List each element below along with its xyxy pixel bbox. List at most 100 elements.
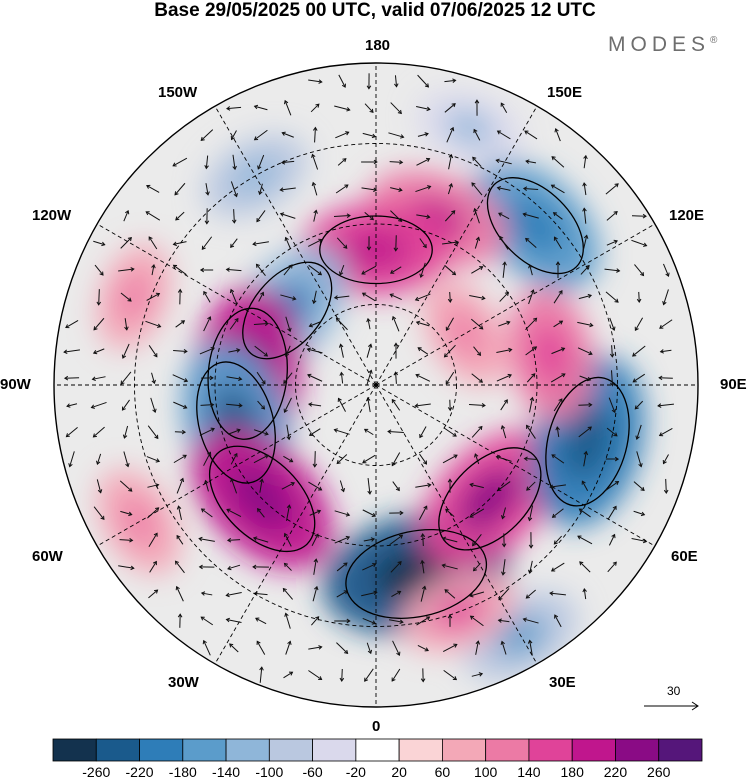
wind-vector (443, 344, 456, 358)
wind-vector (284, 612, 291, 629)
wind-vector (118, 565, 135, 571)
wind-vector (472, 534, 482, 547)
wind-vector (498, 320, 511, 327)
wind-vector (444, 103, 456, 113)
wind-vector (122, 425, 129, 439)
wind-vector (311, 181, 318, 196)
wind-vector (363, 537, 376, 542)
colorbar-swatch (225, 738, 270, 762)
wind-vector (227, 564, 241, 571)
anomaly-core (445, 111, 494, 145)
meridian-line (375, 384, 538, 665)
wind-vector (227, 428, 241, 435)
wind-vector (284, 236, 291, 249)
wind-vector (253, 429, 269, 436)
wind-vector (65, 426, 78, 438)
contour-line (438, 447, 542, 551)
label-lon-30w: 30W (168, 674, 199, 691)
contour-line (486, 177, 584, 275)
meridian-line (375, 223, 656, 386)
wind-vector (549, 591, 566, 596)
wind-vector (308, 264, 323, 276)
wind-vector (174, 560, 185, 574)
wind-vector (173, 454, 187, 464)
wind-vector (417, 74, 430, 88)
wind-vector (635, 424, 642, 440)
wind-vector (496, 185, 511, 191)
wind-vector (256, 210, 266, 223)
colorbar-tick-label: -20 (345, 764, 366, 780)
label-lon-150w: 150W (158, 84, 198, 101)
wind-vector (96, 453, 102, 466)
wind-vector (499, 291, 509, 302)
wind-vector (416, 157, 431, 166)
wind-vector (414, 403, 431, 408)
wind-vector (283, 455, 294, 463)
wind-vector (500, 640, 507, 655)
wind-vector (172, 241, 187, 247)
wind-vector (198, 536, 215, 542)
wind-vector (200, 402, 215, 408)
wind-vector (226, 508, 242, 517)
wind-vector (199, 346, 215, 355)
colorbar-swatch (528, 738, 573, 762)
wind-vector (605, 183, 619, 195)
wind-vector (334, 510, 351, 517)
wind-vector (204, 208, 210, 225)
wind-vector (580, 264, 590, 275)
wind-vector (553, 535, 563, 545)
wind-vector (469, 508, 485, 518)
wind-vector (419, 426, 427, 439)
colorbar-swatch (139, 738, 184, 762)
wind-vector (392, 481, 400, 492)
wind-vector (414, 293, 431, 302)
wind-vector (308, 402, 322, 407)
wind-vector (633, 510, 646, 517)
wind-vector (146, 292, 161, 301)
wind-vector (63, 349, 80, 355)
wind-vector (636, 451, 643, 468)
colorbar-tick-label: 180 (560, 764, 584, 780)
wind-vector (441, 563, 458, 570)
wind-vector (522, 186, 539, 191)
wind-vector (199, 427, 215, 436)
colorbar (52, 738, 703, 762)
wind-vector (308, 238, 323, 247)
wind-vector (390, 102, 402, 115)
wind-vector (253, 104, 268, 111)
wind-vector (148, 532, 158, 547)
wind-vector (582, 182, 587, 196)
meridian-line (375, 105, 538, 386)
wind-vector (285, 316, 292, 333)
wind-vector (415, 482, 432, 488)
wind-vector (173, 348, 188, 354)
wind-vector (65, 320, 79, 329)
wind-vector (470, 318, 484, 330)
wind-vector (469, 482, 484, 489)
wind-vector (391, 398, 401, 411)
map-border (53, 62, 699, 708)
wind-vector (553, 236, 562, 250)
colorbar-tick-label: 100 (473, 764, 498, 780)
wind-vector (551, 156, 565, 168)
wind-vector (528, 263, 533, 276)
wind-vector (231, 209, 237, 224)
wind-vector (495, 158, 512, 165)
wind-vector (529, 396, 535, 413)
colorbar-tick-label: 60 (434, 764, 451, 780)
colorbar-tick-label: -260 (82, 764, 111, 780)
contour-line (208, 445, 316, 553)
wind-vector (632, 373, 646, 383)
wind-vector (526, 424, 536, 439)
wind-vector (174, 429, 187, 435)
wind-vector (283, 99, 292, 116)
wind-vector (201, 236, 213, 250)
wind-vector (333, 213, 351, 218)
wind-vector (496, 347, 513, 353)
wind-vector (526, 373, 536, 383)
wind-vector (366, 343, 373, 358)
wind-vector (527, 639, 533, 656)
wind-vector (362, 617, 377, 625)
wind-vector (258, 291, 265, 302)
colorbar-swatch (658, 738, 703, 762)
